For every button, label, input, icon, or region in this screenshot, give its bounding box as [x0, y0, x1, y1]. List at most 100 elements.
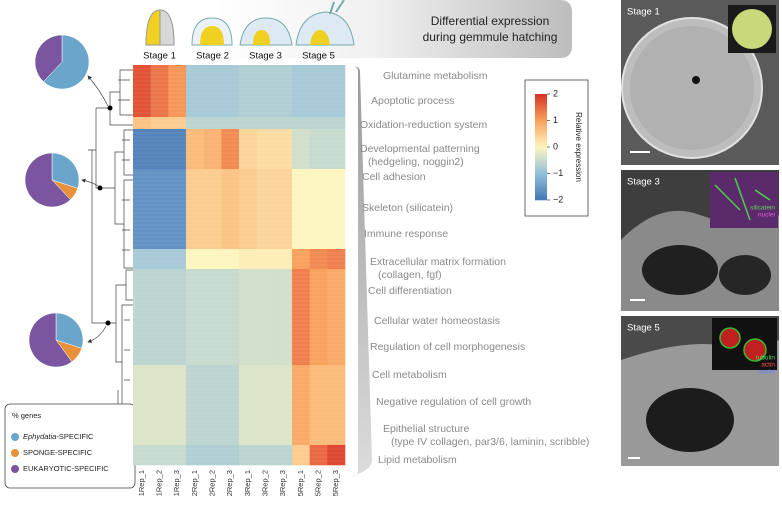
panel-label: Stage 1	[627, 7, 660, 18]
heatmap-cell	[168, 65, 187, 118]
annotation: Cell adhesion	[362, 171, 426, 183]
colorbar-step	[535, 168, 547, 172]
colorbar-step	[535, 120, 547, 124]
colorbar-step	[535, 162, 547, 166]
column-label: 2Rep_2	[207, 470, 216, 496]
colorbar-tick-label: −1	[553, 168, 563, 178]
heatmap-cell	[133, 65, 151, 118]
colorbar-step	[535, 131, 547, 135]
heatmap-cell	[256, 65, 275, 118]
heatmap-cell	[256, 117, 275, 130]
colorbar-step	[535, 197, 547, 201]
annotation: (type IV collagen, par3/6, laminin, scri…	[391, 436, 589, 448]
heatmap-cell	[186, 269, 204, 366]
heatmap-cell	[168, 365, 187, 446]
legend-swatch	[11, 433, 19, 441]
heatmap-cell	[327, 129, 346, 170]
stain-label: actin	[761, 362, 775, 369]
heatmap-cell	[150, 129, 169, 170]
heatmap-cell	[203, 169, 222, 250]
colorbar-step	[535, 123, 547, 127]
wedge	[352, 66, 372, 476]
colorbar-tick-label: 1	[553, 115, 558, 125]
heatmap-cell	[309, 269, 328, 366]
heatmap-cell	[150, 169, 169, 250]
heatmap-cell	[186, 117, 204, 130]
colorbar-step	[535, 117, 547, 121]
heatmap-cell	[168, 445, 187, 466]
heatmap-cell	[327, 117, 346, 130]
heatmap-cell	[186, 129, 204, 170]
column-label: 3Rep_2	[260, 470, 269, 496]
heatmap-cell	[221, 269, 240, 366]
heatmap-cell	[150, 365, 169, 446]
heatmap-cell	[274, 365, 293, 446]
heatmap-cell	[327, 65, 346, 118]
colorbar-step	[535, 128, 547, 132]
stain-label: silicatein	[750, 205, 775, 212]
stain-label: nuclei	[758, 212, 775, 219]
colorbar-step	[535, 99, 547, 103]
heatmap-cell	[256, 445, 275, 466]
heatmap-cell	[327, 169, 346, 250]
colorbar-step	[535, 194, 547, 198]
colorbar-step	[535, 144, 547, 148]
colorbar-step	[535, 94, 547, 97]
heatmap-cell	[168, 169, 187, 250]
heatmap-cell	[203, 445, 222, 466]
legend-suffix: -SPECIFIC	[56, 432, 94, 441]
colorbar-step	[535, 104, 547, 108]
colorbar-step	[535, 154, 547, 158]
column-label: 2Rep_3	[225, 470, 234, 496]
heatmap-cell	[186, 65, 204, 118]
annotation: Glutamine metabolism	[383, 70, 488, 82]
colorbar-step	[535, 112, 547, 116]
heatmap-cell	[186, 169, 204, 250]
annotation: Apoptotic process	[371, 95, 454, 107]
annotation: Cell metabolism	[372, 369, 447, 381]
heatmap-cell	[168, 129, 187, 170]
heatmap-cell	[292, 365, 310, 446]
heatmap-cell	[327, 445, 346, 466]
panel-label: Stage 5	[627, 323, 660, 334]
heatmap-cell	[221, 117, 240, 130]
colorbar-step	[535, 160, 547, 164]
pie-slice	[55, 312, 84, 349]
heatmap-cell	[133, 365, 151, 446]
colorbar-step	[535, 184, 547, 188]
colorbar-tick-label: −2	[553, 194, 563, 204]
colorbar-step	[535, 178, 547, 182]
colorbar-step	[535, 192, 547, 195]
heatmap-cell	[221, 65, 240, 118]
heatmap-cell	[309, 129, 328, 170]
pie-slice	[51, 152, 80, 189]
stage-label: Stage 1	[143, 51, 176, 62]
annotation: Cell differentiation	[368, 285, 452, 297]
annotation: Negative regulation of cell growth	[376, 396, 531, 408]
colorbar-step	[535, 152, 547, 156]
colorbar-step	[535, 186, 547, 190]
colorbar-step	[535, 101, 547, 105]
heatmap-cell	[309, 445, 328, 466]
colorbar-step	[535, 96, 547, 100]
heatmap-cell	[274, 445, 293, 466]
heatmap-cell	[203, 129, 222, 170]
colorbar-step	[535, 165, 547, 169]
heatmap-cell	[150, 249, 169, 270]
colorbar-step	[535, 173, 547, 177]
colorbar-label: Relative expression	[574, 112, 583, 182]
colorbar-step	[535, 125, 547, 129]
heatmap-cell	[256, 365, 275, 446]
heatmap-cell	[150, 65, 169, 118]
pie-slice	[34, 34, 63, 83]
colorbar-step	[535, 181, 547, 185]
heatmap-cell	[133, 249, 151, 270]
node-dot	[97, 185, 103, 191]
column-label: 5Rep_3	[331, 470, 340, 496]
heatmap-cell	[309, 169, 328, 250]
column-label: 3Rep_3	[278, 470, 287, 496]
heatmap-cell	[327, 365, 346, 446]
heatmap-cell	[168, 117, 187, 130]
legend-label: SPONGE-SPECIFIC	[23, 448, 93, 457]
